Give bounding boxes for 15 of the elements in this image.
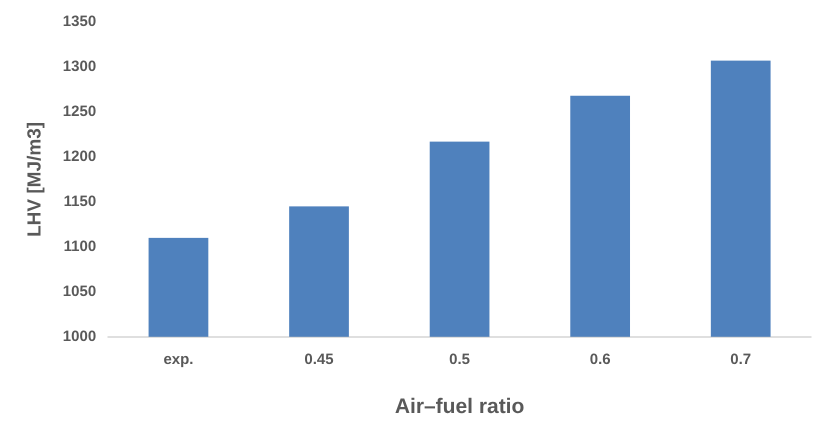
y-axis-title: LHV [MJ/m3]: [24, 122, 46, 237]
x-tick-label: 0.7: [730, 350, 752, 368]
x-axis-title: Air–fuel ratio: [394, 395, 524, 418]
y-tick-label: 1300: [62, 58, 96, 76]
y-tick-label: 1350: [62, 13, 96, 30]
y-tick-label: 1250: [62, 103, 96, 120]
y-tick-label: 1100: [64, 238, 96, 255]
x-tick-label: 0.6: [590, 350, 611, 368]
y-tick-label: 1050: [62, 282, 96, 300]
y-tick-label: 1150: [64, 193, 96, 210]
x-tick-label: 0.5: [449, 350, 470, 368]
y-tick-label: 1000: [62, 328, 96, 345]
x-tick-label: 0.45: [304, 350, 334, 368]
x-tick-label: exp.: [163, 350, 194, 368]
y-tick-label: 1200: [62, 148, 96, 166]
